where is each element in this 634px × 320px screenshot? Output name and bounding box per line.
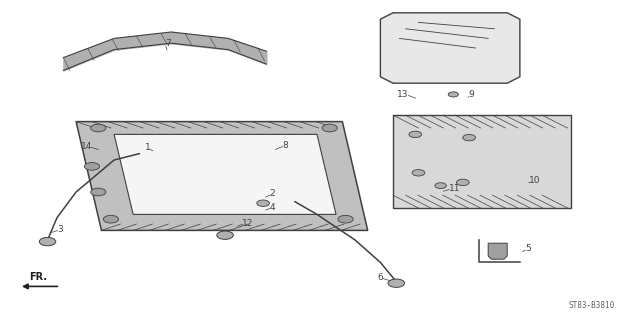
Circle shape xyxy=(435,183,446,188)
Text: 9: 9 xyxy=(468,90,474,99)
Polygon shape xyxy=(380,13,520,83)
Circle shape xyxy=(84,163,100,170)
Circle shape xyxy=(103,215,119,223)
Polygon shape xyxy=(488,243,507,259)
Polygon shape xyxy=(76,122,368,230)
Circle shape xyxy=(412,170,425,176)
Polygon shape xyxy=(114,134,336,214)
Text: 14: 14 xyxy=(81,142,92,151)
Text: 7: 7 xyxy=(165,39,171,48)
Circle shape xyxy=(91,124,106,132)
Text: 11: 11 xyxy=(449,184,460,193)
Circle shape xyxy=(448,92,458,97)
Circle shape xyxy=(257,200,269,206)
Text: 2: 2 xyxy=(269,189,275,198)
Text: FR.: FR. xyxy=(29,272,47,282)
Circle shape xyxy=(91,188,106,196)
Circle shape xyxy=(338,215,353,223)
Circle shape xyxy=(39,237,56,246)
Text: 10: 10 xyxy=(529,176,541,185)
Text: 1: 1 xyxy=(145,143,150,152)
Circle shape xyxy=(217,231,233,239)
Circle shape xyxy=(388,279,404,287)
Circle shape xyxy=(322,124,337,132)
Polygon shape xyxy=(393,115,571,208)
Text: 12: 12 xyxy=(242,219,254,228)
Text: 5: 5 xyxy=(525,244,531,253)
Text: 8: 8 xyxy=(282,141,288,150)
Text: 6: 6 xyxy=(378,273,384,282)
Text: 13: 13 xyxy=(398,90,409,99)
Circle shape xyxy=(456,179,469,186)
Text: 3: 3 xyxy=(57,225,63,234)
Text: ST83-B3810: ST83-B3810 xyxy=(569,301,615,310)
Text: 4: 4 xyxy=(269,203,275,212)
Circle shape xyxy=(409,131,422,138)
Circle shape xyxy=(463,134,476,141)
